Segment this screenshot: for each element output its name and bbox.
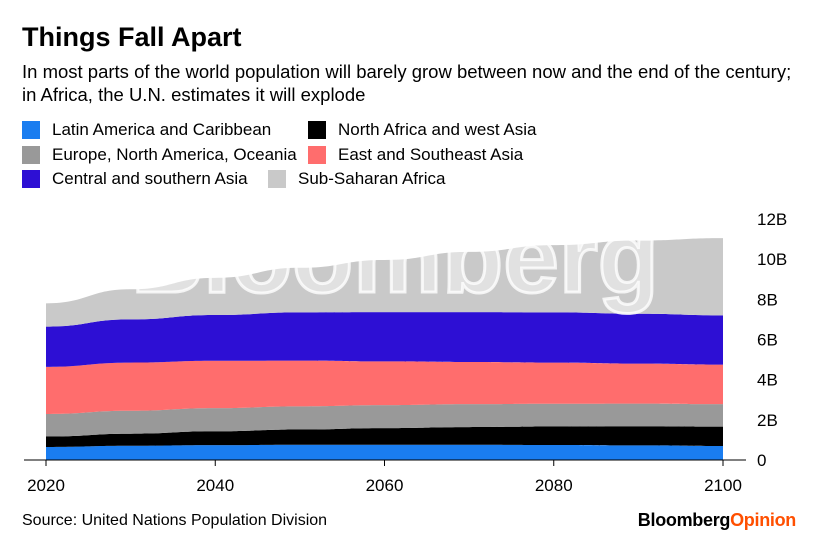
- legend-label: East and Southeast Asia: [338, 145, 524, 164]
- watermark: Bloomberg: [130, 201, 661, 316]
- legend-label: Europe, North America, Oceania: [52, 145, 297, 164]
- y-tick-label: 0: [757, 451, 766, 470]
- brand-opinion: Opinion: [730, 510, 796, 530]
- brand-bloomberg: Bloomberg: [637, 510, 731, 530]
- x-tick-label: 2040: [196, 476, 234, 495]
- legend-label: Latin America and Caribbean: [52, 120, 272, 139]
- area-north-africa-and-west-asia: [46, 426, 723, 447]
- area-sub-saharan-africa: [46, 238, 723, 327]
- legend-label: Central and southern Asia: [52, 169, 248, 188]
- y-tick-label: 8B: [757, 290, 778, 309]
- legend-swatch: [308, 121, 326, 139]
- x-tick-label: 2020: [27, 476, 65, 495]
- legend-swatch: [22, 170, 40, 188]
- legend-item-north-africa: North Africa and west Asia: [308, 120, 536, 140]
- area-europe-north-america-oceania: [46, 403, 723, 437]
- x-tick-label: 2080: [535, 476, 573, 495]
- x-tick-label: 2100: [704, 476, 742, 495]
- y-tick-label: 6B: [757, 331, 778, 350]
- source-note: Source: United Nations Population Divisi…: [22, 512, 328, 529]
- axes: 2020 2040 2060 2080 2100 0 2B 4B 6B 8B 10B 12B: [24, 210, 787, 495]
- legend-item-central-asia: Central and southern Asia: [22, 169, 248, 189]
- legend-item-latin-america: Latin America and Caribbean: [22, 120, 271, 140]
- y-tick-label: 12B: [757, 210, 787, 229]
- legend-swatch: [308, 146, 326, 164]
- legend-swatch: [22, 121, 40, 139]
- legend-label: Sub-Saharan Africa: [298, 169, 446, 188]
- y-tick-label: 2B: [757, 411, 778, 430]
- legend-swatch: [22, 146, 40, 164]
- watermark-text: Bloomberg: [131, 202, 659, 314]
- legend-label: North Africa and west Asia: [338, 120, 537, 139]
- legend-item-east-asia: East and Southeast Asia: [308, 145, 523, 165]
- area-central-and-southern-asia: [46, 312, 723, 367]
- chart-title: Things Fall Apart: [22, 22, 242, 52]
- area-east-and-southeast-asia: [46, 360, 723, 415]
- legend-swatch: [268, 170, 286, 188]
- x-tick-label: 2060: [366, 476, 404, 495]
- legend-item-sub-saharan: Sub-Saharan Africa: [268, 169, 445, 189]
- y-tick-label: 4B: [757, 371, 778, 390]
- area-latin-america-and-caribbean: [46, 444, 723, 460]
- y-tick-label: 10B: [757, 250, 787, 269]
- chart-subtitle: In most parts of the world population wi…: [22, 61, 792, 105]
- area-layers: [46, 238, 723, 460]
- brand-logo: BloombergOpinion: [637, 510, 797, 531]
- legend-item-europe: Europe, North America, Oceania: [22, 145, 297, 165]
